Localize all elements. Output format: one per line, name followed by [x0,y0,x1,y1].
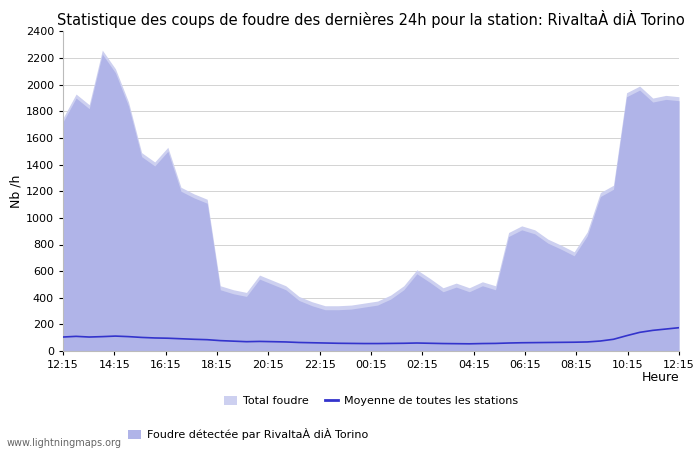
Title: Statistique des coups de foudre des dernières 24h pour la station: RivaltaÀ diÀ : Statistique des coups de foudre des dern… [57,9,685,27]
Legend: Foudre détectée par RivaltaÀ diÀ Torino: Foudre détectée par RivaltaÀ diÀ Torino [128,428,368,440]
Text: Heure: Heure [641,371,679,384]
Legend: Total foudre, Moyenne de toutes les stations: Total foudre, Moyenne de toutes les stat… [224,396,518,406]
Y-axis label: Nb /h: Nb /h [10,175,23,208]
Text: www.lightningmaps.org: www.lightningmaps.org [7,438,122,448]
